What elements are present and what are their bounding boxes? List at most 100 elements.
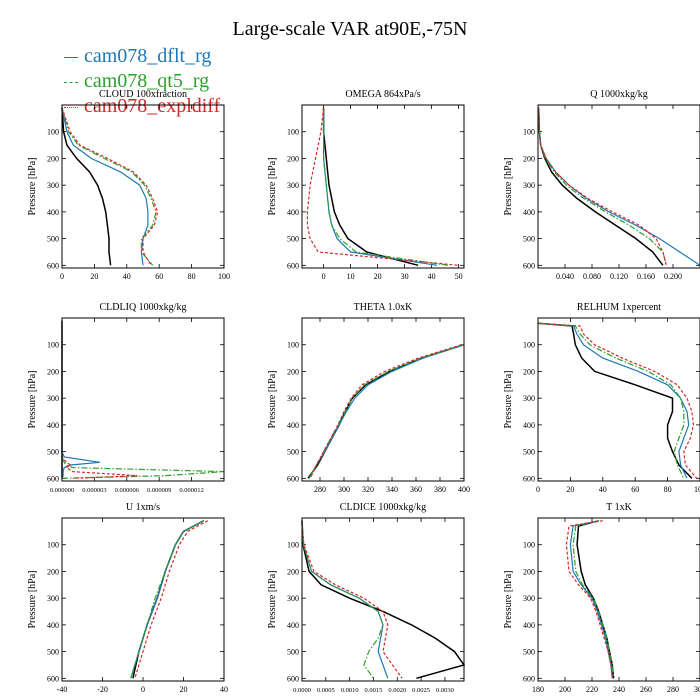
x-tick-label: 0.000009: [147, 487, 171, 494]
x-tick-label: 320: [362, 485, 374, 494]
y-tick-label: 600: [287, 261, 299, 270]
y-tick-label: 600: [523, 674, 535, 683]
y-axis-label: Pressure [hPa]: [267, 570, 278, 628]
x-tick-label: 40: [428, 272, 436, 281]
legend-label: cam078_dflt_rg: [84, 45, 212, 67]
x-tick-label: 30: [401, 272, 409, 281]
x-tick-label: 340: [386, 485, 398, 494]
y-tick-label: 200: [287, 154, 299, 163]
series-line: [537, 322, 690, 479]
y-axis-label: Pressure [hPa]: [503, 370, 514, 428]
x-tick-label: 180: [532, 685, 544, 694]
subplot-title: T 1xK: [606, 502, 632, 513]
series-line: [308, 344, 465, 479]
series-line: [323, 107, 438, 266]
x-tick-label: 0.000012: [179, 487, 203, 494]
y-tick-label: 500: [287, 648, 299, 657]
x-tick-label: 280: [314, 485, 326, 494]
y-tick-label: 200: [47, 367, 59, 376]
x-tick-label: 220: [586, 685, 598, 694]
series-line: [576, 519, 615, 679]
legend-item: cam078_expldiff: [64, 94, 220, 119]
figure-title: Large-scale VAR at90E,-75N: [232, 18, 468, 40]
x-tick-label: 20: [180, 685, 188, 694]
y-tick-label: 400: [523, 621, 535, 630]
x-tick-label: 0.120: [610, 272, 628, 281]
x-tick-label: 0.160: [637, 272, 655, 281]
series-line: [306, 107, 459, 266]
y-tick-label: 300: [47, 394, 59, 403]
x-tick-label: 240: [613, 685, 625, 694]
series-line: [301, 520, 403, 679]
x-tick-label: 0.0020: [388, 687, 406, 694]
x-tick-label: 40: [220, 685, 228, 694]
y-tick-label: 500: [47, 235, 59, 244]
legend-swatch: [64, 56, 78, 58]
y-tick-label: 400: [287, 421, 299, 430]
x-tick-label: 280: [667, 685, 679, 694]
y-tick-label: 200: [47, 154, 59, 163]
x-tick-label: 260: [640, 685, 652, 694]
subplot-title: THETA 1.0xK: [354, 302, 413, 313]
plot-frame: [61, 104, 225, 269]
plot-frame: [61, 317, 225, 482]
subplot-title: CLOUD 100xfraction: [99, 89, 187, 100]
x-tick-label: 0.0010: [341, 687, 359, 694]
series-line: [61, 107, 157, 266]
y-tick-label: 400: [47, 208, 59, 217]
x-tick-label: -20: [97, 685, 108, 694]
y-tick-label: 600: [523, 474, 535, 483]
plot-frame: [537, 517, 700, 682]
y-tick-label: 500: [523, 448, 535, 457]
legend-label: cam078_qt5_rg: [84, 70, 210, 92]
y-tick-label: 500: [287, 448, 299, 457]
legend-item: cam078_dflt_rg: [64, 44, 220, 69]
y-tick-label: 600: [47, 674, 59, 683]
y-tick-label: 100: [287, 341, 299, 350]
subplot-title: CLDICE 1000xkg/kg: [340, 502, 426, 513]
x-tick-label: 400: [458, 485, 470, 494]
x-tick-label: 0.040: [556, 272, 574, 281]
y-tick-label: 500: [287, 235, 299, 244]
y-tick-label: 100: [523, 128, 535, 137]
subplot-title: RELHUM 1xpercent: [577, 302, 661, 313]
x-tick-label: 360: [410, 485, 422, 494]
x-tick-label: 0.0005: [317, 687, 335, 694]
x-tick-label: 0.0030: [436, 687, 454, 694]
x-tick-label: 0.000003: [82, 487, 106, 494]
series-line: [537, 322, 693, 479]
series-line: [301, 520, 466, 680]
x-tick-label: 50: [455, 272, 463, 281]
series-line: [134, 520, 209, 679]
y-tick-label: 300: [47, 181, 59, 190]
x-tick-label: -40: [57, 685, 68, 694]
y-tick-label: 100: [287, 541, 299, 550]
x-tick-label: 20: [90, 272, 98, 281]
y-tick-label: 600: [47, 474, 59, 483]
series-line: [61, 107, 149, 266]
y-axis-label: Pressure [hPa]: [267, 370, 278, 428]
y-tick-label: 400: [287, 621, 299, 630]
legend-item: cam078_qt5_rg: [64, 69, 220, 94]
plot-frame: [537, 104, 700, 269]
x-tick-label: 0: [60, 272, 64, 281]
plot-frame: [301, 317, 465, 482]
y-tick-label: 100: [523, 541, 535, 550]
y-tick-label: 300: [287, 594, 299, 603]
legend-swatch: [64, 81, 78, 83]
x-tick-label: 20: [374, 272, 382, 281]
y-tick-label: 200: [47, 567, 59, 576]
x-tick-label: 10: [347, 272, 355, 281]
series-line: [323, 107, 448, 266]
series-line: [132, 520, 205, 679]
series-line: [61, 320, 138, 479]
y-tick-label: 100: [47, 341, 59, 350]
y-tick-label: 500: [47, 648, 59, 657]
series-line: [309, 344, 462, 479]
y-tick-label: 400: [287, 208, 299, 217]
series-line: [538, 107, 667, 266]
x-tick-label: 40: [599, 485, 607, 494]
